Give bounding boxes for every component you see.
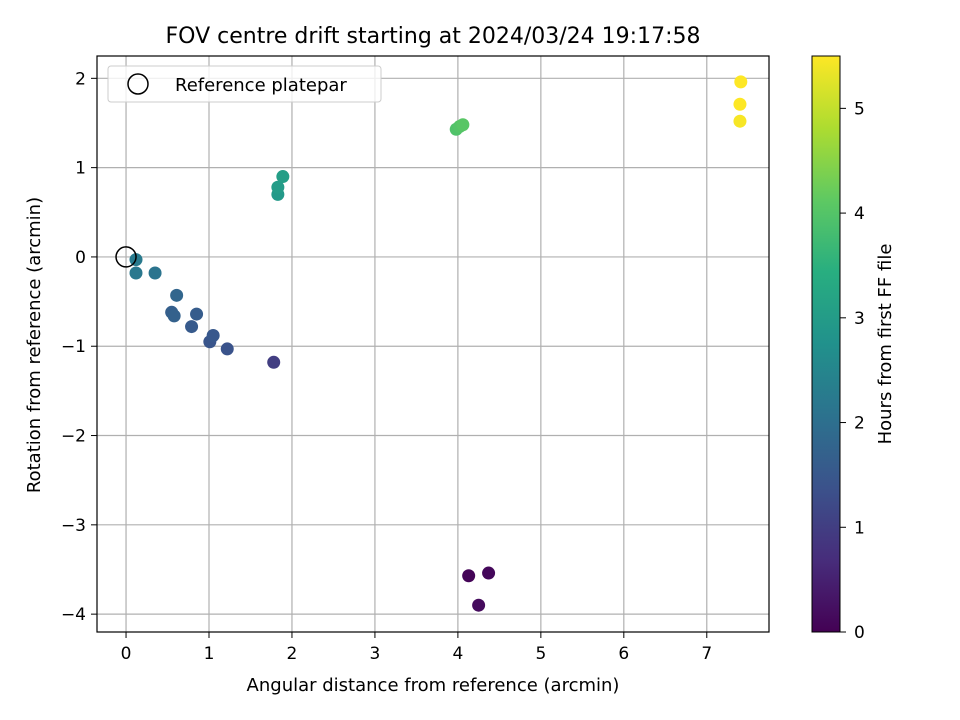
chart-title: FOV centre drift starting at 2024/03/24 … <box>166 24 701 49</box>
y-axis-label: Rotation from reference (arcmin) <box>24 197 45 493</box>
data-point <box>170 288 184 302</box>
data-point <box>482 566 496 580</box>
y-tick-label: −1 <box>61 337 86 357</box>
colorbar-tick-label: 2 <box>854 414 865 434</box>
colorbar-gradient <box>811 55 841 633</box>
colorbar-tick-label: 1 <box>854 518 865 538</box>
y-tick-label: 2 <box>75 69 86 89</box>
x-axis-label: Angular distance from reference (arcmin) <box>247 675 620 696</box>
x-tick-label: 2 <box>287 644 298 664</box>
x-tick-label: 6 <box>618 644 629 664</box>
x-tick-label: 7 <box>701 644 712 664</box>
data-point <box>733 97 747 111</box>
x-tick-label: 4 <box>452 644 463 664</box>
y-tick-label: −4 <box>61 605 86 625</box>
data-point <box>185 320 199 334</box>
colorbar-tick-label: 5 <box>854 99 865 119</box>
x-tick-label: 3 <box>370 644 381 664</box>
axes-frame <box>96 55 770 633</box>
colorbar-tick-label: 4 <box>854 204 865 224</box>
y-tick-label: −3 <box>61 516 86 536</box>
data-point <box>167 309 181 323</box>
data-point <box>462 569 476 583</box>
y-tick-label: 0 <box>75 248 86 268</box>
colorbar-tick-label: 3 <box>854 309 865 329</box>
y-tick-label: 1 <box>75 159 86 179</box>
legend-entry-reference: Reference platepar <box>175 75 347 96</box>
colorbar-tick-label: 0 <box>854 623 865 643</box>
data-point <box>734 75 748 89</box>
data-point <box>220 342 234 356</box>
data-point <box>206 329 220 343</box>
data-point <box>267 355 281 369</box>
legend-box <box>107 65 382 103</box>
data-point <box>271 180 285 194</box>
data-point <box>733 114 747 128</box>
reference-platepar-marker <box>115 246 137 268</box>
data-point <box>129 266 143 280</box>
legend: Reference platepar <box>107 65 382 103</box>
x-tick-label: 5 <box>535 644 546 664</box>
data-point <box>456 118 470 132</box>
data-point <box>148 266 162 280</box>
x-tick-label: 0 <box>121 644 132 664</box>
colorbar-label: Hours from first FF file <box>875 244 896 445</box>
data-point <box>190 307 204 321</box>
plot-area: 0 1 2 3 4 5 6 7 −4 −3 −2 −1 0 1 2 <box>61 55 770 664</box>
colorbar-ticks: 0 1 2 3 4 5 <box>840 99 865 643</box>
data-point <box>276 170 290 184</box>
y-tick-label: −2 <box>61 427 86 447</box>
x-tick-label: 1 <box>204 644 215 664</box>
data-point <box>472 598 486 612</box>
legend-reference-marker <box>127 73 149 95</box>
colorbar: 0 1 2 3 4 5 Hours from first FF file <box>811 55 896 643</box>
